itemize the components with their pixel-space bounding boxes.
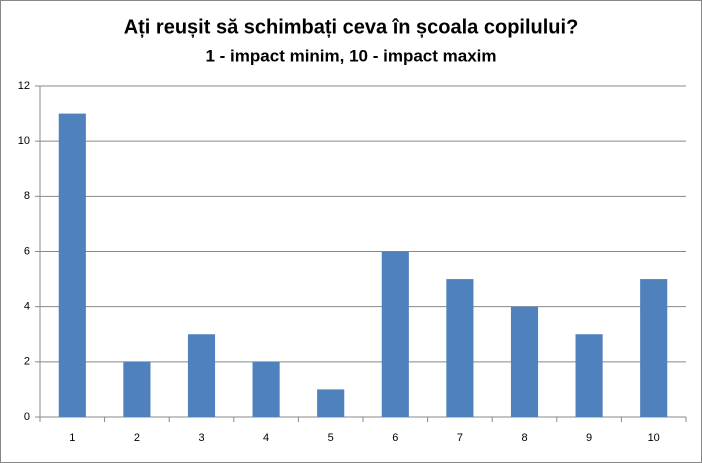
bar [575, 334, 603, 417]
bar [252, 361, 280, 417]
x-tick-label: 2 [134, 432, 140, 444]
bar [640, 279, 668, 417]
bar [446, 279, 474, 417]
chart-subtitle: 1 - impact minim, 10 - impact maxim [206, 46, 497, 65]
bar [317, 389, 345, 417]
y-tick-label: 2 [24, 356, 30, 368]
chart-title: Ați reușit să schimbați ceva în școala c… [124, 16, 579, 38]
x-tick-label: 10 [648, 432, 660, 444]
x-tick-label: 8 [521, 432, 527, 444]
x-tick-label: 1 [69, 432, 75, 444]
bar [58, 113, 86, 417]
y-tick-label: 10 [18, 135, 30, 147]
x-tick-label: 9 [586, 432, 592, 444]
y-tick-label: 6 [24, 245, 30, 257]
x-tick-label: 6 [392, 432, 398, 444]
x-tick-label: 7 [457, 432, 463, 444]
y-tick-label: 12 [18, 80, 30, 92]
x-tick-label: 4 [263, 432, 269, 444]
bar [381, 251, 409, 417]
y-tick-label: 4 [24, 301, 30, 313]
bar [510, 306, 539, 417]
x-tick-label: 5 [328, 432, 334, 444]
x-tick-label: 3 [198, 432, 204, 444]
y-tick-label: 8 [24, 190, 30, 202]
bar [123, 361, 151, 417]
bar [187, 334, 216, 417]
y-tick-label: 0 [24, 411, 30, 423]
